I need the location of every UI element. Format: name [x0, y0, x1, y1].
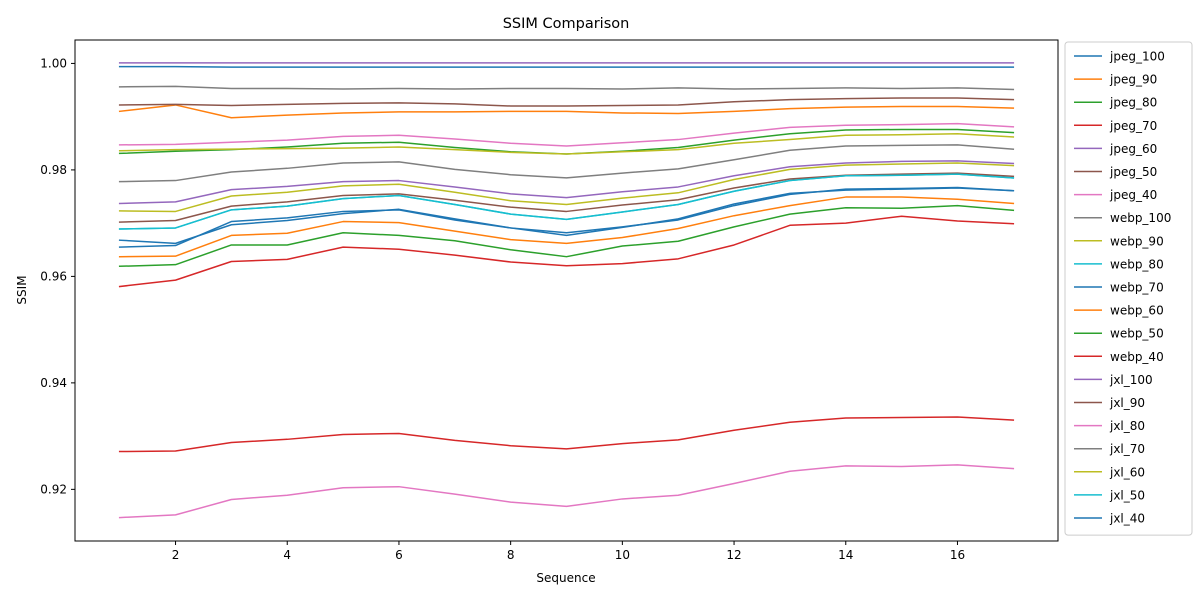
x-tick-label: 10 [615, 548, 630, 562]
series-line-webp_60 [118, 196, 1015, 258]
legend-label-jpeg_100: jpeg_100 [1109, 50, 1165, 64]
legend-label-jxl_90: jxl_90 [1109, 396, 1145, 410]
x-tick-label: 16 [950, 548, 965, 562]
legend-label-jxl_60: jxl_60 [1109, 465, 1145, 479]
series-line-webp_90 [118, 132, 1015, 155]
series-lines [118, 62, 1015, 519]
legend-label-jpeg_60: jpeg_60 [1109, 142, 1157, 156]
series-line-jxl_60 [118, 162, 1015, 213]
legend-box [1064, 41, 1193, 536]
series-line-jpeg_100 [118, 65, 1015, 68]
legend-label-webp_80: webp_80 [1110, 257, 1164, 271]
x-tick-label: 14 [838, 548, 853, 562]
x-tick-label: 8 [507, 548, 515, 562]
legend-label-webp_50: webp_50 [1110, 327, 1164, 341]
series-line-jxl_40 [118, 187, 1015, 248]
x-axis: 2 4 6 8 10 12 14 16 [172, 541, 965, 562]
series-line-webp_70 [118, 186, 1015, 245]
series-line-jxl_50 [118, 173, 1015, 230]
y-axis-label: SSIM [15, 275, 29, 304]
x-tick-label: 2 [172, 548, 180, 562]
y-tick-label: 0.94 [40, 376, 67, 390]
y-tick-label: 0.92 [40, 482, 67, 496]
legend-label-jpeg_50: jpeg_50 [1109, 165, 1157, 179]
series-line-jpeg_50 [118, 97, 1015, 107]
legend-label-webp_40: webp_40 [1110, 350, 1164, 364]
legend-label-webp_100: webp_100 [1110, 211, 1171, 225]
series-line-webp_50 [118, 204, 1015, 268]
legend-label-jpeg_90: jpeg_90 [1109, 73, 1157, 87]
legend-label-jxl_100: jxl_100 [1109, 373, 1153, 387]
series-line-webp_40 [118, 416, 1015, 453]
legend-label-webp_60: webp_60 [1110, 304, 1164, 318]
x-tick-label: 4 [283, 548, 291, 562]
y-tick-label: 1.00 [40, 56, 67, 70]
x-tick-label: 6 [395, 548, 403, 562]
plot-area [74, 39, 1059, 542]
x-axis-label: Sequence [536, 571, 595, 585]
series-line-jpeg_40 [118, 122, 1015, 147]
y-tick-label: 0.96 [40, 269, 67, 283]
series-line-jxl_70 [118, 144, 1015, 183]
legend-label-jpeg_70: jpeg_70 [1109, 119, 1157, 133]
y-axis: 0.92 0.94 0.96 0.98 1.00 [40, 56, 75, 496]
legend: jpeg_100 jpeg_90 jpeg_80 jpeg_70 jpeg_60jpeg… [1064, 41, 1193, 536]
series-line-webp_100 [118, 85, 1015, 91]
series-line-jxl_80 [118, 464, 1015, 519]
chart-title: SSIM Comparison [503, 16, 630, 32]
legend-label-jpeg_40: jpeg_40 [1109, 188, 1157, 202]
legend-label-jxl_80: jxl_80 [1109, 419, 1145, 433]
y-tick-label: 0.98 [40, 163, 67, 177]
legend-label-jxl_70: jxl_70 [1109, 442, 1145, 456]
legend-label-jpeg_80: jpeg_80 [1109, 96, 1157, 110]
series-line-jpeg_70 [118, 215, 1015, 288]
series-line-jpeg_60 [118, 160, 1015, 205]
legend-label-webp_70: webp_70 [1110, 281, 1164, 295]
x-tick-label: 12 [726, 548, 741, 562]
legend-label-jxl_50: jxl_50 [1109, 488, 1145, 502]
legend-label-jxl_40: jxl_40 [1109, 512, 1145, 526]
series-line-jpeg_90 [118, 104, 1015, 119]
legend-label-webp_90: webp_90 [1110, 234, 1164, 248]
